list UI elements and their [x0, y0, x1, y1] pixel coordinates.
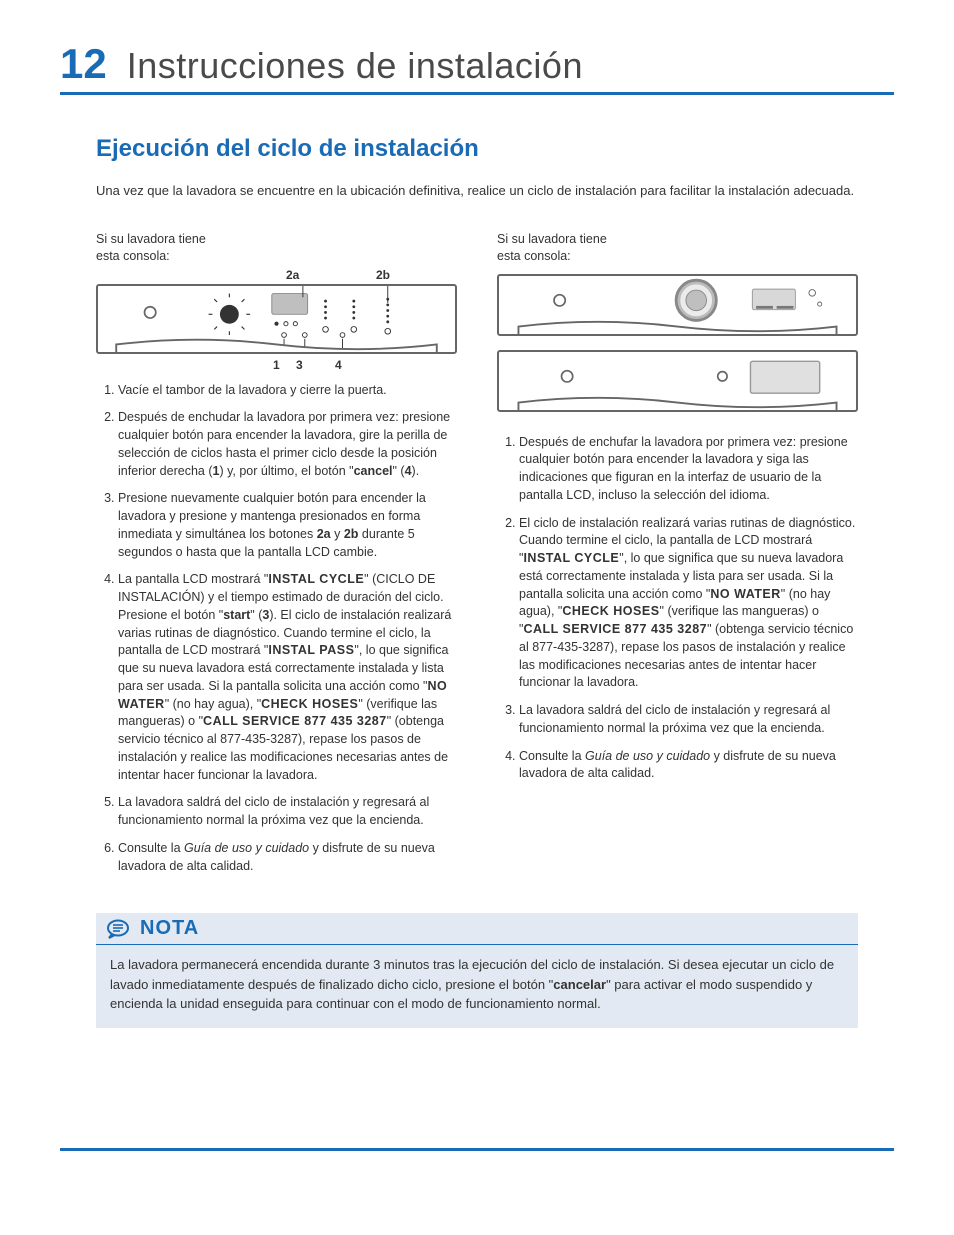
- two-column-layout: Si su lavadora tiene esta consola: 2a 2b…: [96, 231, 858, 886]
- note-icon: [106, 919, 130, 939]
- lcd-text: INSTAL PASS: [268, 643, 354, 657]
- console-diagram-right-1: [497, 274, 858, 336]
- left-step-3: Presione nuevamente cualquier botón para…: [118, 490, 457, 561]
- lcd-text: INSTAL CYCLE: [523, 551, 619, 565]
- left-steps: Vacíe el tambor de la lavadora y cierre …: [96, 382, 457, 876]
- lcd-text: INSTAL CYCLE: [268, 572, 364, 586]
- lcd-text: CALL SERVICE 877 435 3287: [203, 714, 387, 728]
- note-header: NOTA: [96, 913, 858, 945]
- lcd-text: CHECK HOSES: [261, 697, 358, 711]
- lcd-text: NO WATER: [710, 587, 780, 601]
- right-step-1: Después de enchufar la lavadora por prim…: [519, 434, 858, 505]
- callout-4: 4: [335, 358, 342, 372]
- left-step-6: Consulte la Guía de uso y cuidado y disf…: [118, 840, 457, 876]
- console-diagram-left: 2a 2b 1 3 4: [96, 284, 457, 354]
- callout-3: 3: [296, 358, 303, 372]
- header-rule: [60, 92, 894, 95]
- footer-rule: [60, 1148, 894, 1151]
- console-left-svg-icon: [98, 286, 455, 352]
- console-label-right: Si su lavadora tiene esta consola:: [497, 231, 858, 266]
- left-step-2: Después de enchudar la lavadora por prim…: [118, 409, 457, 480]
- right-step-2: El ciclo de instalación realizará varias…: [519, 515, 858, 693]
- callout-2a: 2a: [286, 268, 299, 282]
- right-steps: Después de enchufar la lavadora por prim…: [497, 434, 858, 784]
- left-step-5: La lavadora saldrá del ciclo de instalac…: [118, 794, 457, 830]
- left-step-1: Vacíe el tambor de la lavadora y cierre …: [118, 382, 457, 400]
- lcd-text: CALL SERVICE 877 435 3287: [523, 622, 707, 636]
- intro-paragraph: Una vez que la lavadora se encuentre en …: [96, 181, 858, 201]
- left-column: Si su lavadora tiene esta consola: 2a 2b…: [96, 231, 457, 886]
- section-title: Ejecución del ciclo de instalación: [96, 135, 858, 163]
- console-right1-svg-icon: [499, 276, 856, 334]
- console-diagram-right-2: [497, 350, 858, 412]
- right-step-4: Consulte la Guía de uso y cuidado y disf…: [519, 748, 858, 784]
- console-right2-svg-icon: [499, 352, 856, 410]
- right-column: Si su lavadora tiene esta consola:: [497, 231, 858, 886]
- page-number: 12: [60, 40, 107, 88]
- lcd-text: CHECK HOSES: [562, 604, 659, 618]
- callout-1: 1: [273, 358, 280, 372]
- note-body: La lavadora permanecerá encendida durant…: [96, 945, 858, 1028]
- callout-2b: 2b: [376, 268, 390, 282]
- right-step-3: La lavadora saldrá del ciclo de instalac…: [519, 702, 858, 738]
- page-title: Instrucciones de instalación: [127, 45, 583, 87]
- console-label-left: Si su lavadora tiene esta consola:: [96, 231, 457, 266]
- left-step-4: La pantalla LCD mostrará "INSTAL CYCLE" …: [118, 571, 457, 784]
- page-header: 12 Instrucciones de instalación: [60, 40, 894, 88]
- note-title: NOTA: [140, 917, 199, 940]
